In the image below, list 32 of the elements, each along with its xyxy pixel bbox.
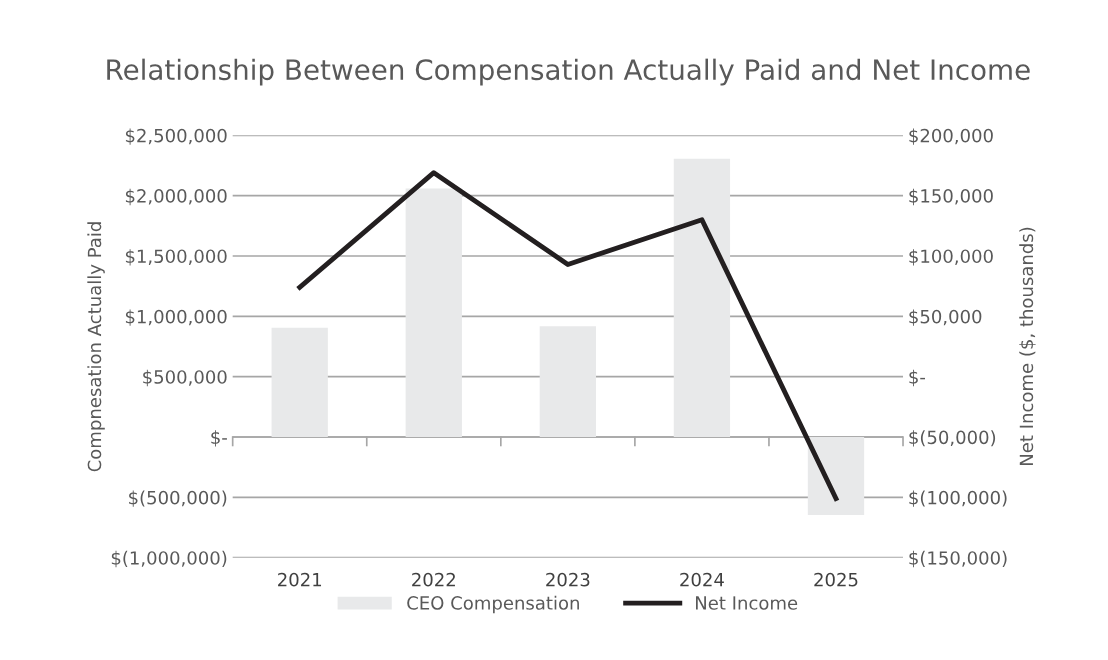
x-tick-label: 2023	[546, 572, 590, 587]
y2-tick-label: $50,000	[909, 309, 982, 326]
x-tick-label: 2025	[814, 572, 858, 587]
y2-axis-title: Net Income ($, thousands)	[1019, 227, 1036, 465]
bar	[807, 437, 865, 516]
chart-title: Relationship Between Compensation Actually Paid and Net Income	[107, 58, 1030, 86]
y2-tick-label: $-	[909, 369, 925, 387]
y-tick-label: $1,000,000	[125, 309, 227, 326]
bar	[673, 158, 731, 438]
line-series	[297, 170, 839, 501]
legend-label: Net Income	[696, 596, 798, 610]
y-tick-label: $1,500,000	[125, 249, 227, 266]
x-tick-label: 2024	[680, 572, 724, 587]
y-tick-label: $2,000,000	[125, 188, 227, 206]
y2-tick-label: $200,000	[909, 128, 993, 145]
y-tick-label: $500,000	[143, 369, 227, 387]
bar	[405, 188, 462, 438]
y2-tick-label: $150,000	[909, 188, 993, 206]
bar	[539, 326, 596, 438]
bar	[271, 327, 328, 438]
x-tick-label: 2021	[278, 572, 322, 587]
y-tick-label: $(500,000)	[129, 490, 227, 507]
y-tick-label: $-	[211, 430, 227, 447]
y2-tick-label: $(50,000)	[909, 430, 996, 447]
y2-tick-label: $(100,000)	[909, 490, 1007, 507]
y-tick-label: $2,500,000	[125, 128, 227, 145]
y-axis-title: Compnesation Actually Paid	[87, 222, 105, 472]
legend-label: CEO Compensation	[407, 595, 579, 614]
x-tick-label: 2022	[412, 572, 455, 587]
y2-tick-label: $100,000	[909, 249, 993, 266]
y-tick-label: $(1,000,000)	[111, 550, 227, 568]
y2-tick-label: $(150,000)	[909, 550, 1007, 568]
